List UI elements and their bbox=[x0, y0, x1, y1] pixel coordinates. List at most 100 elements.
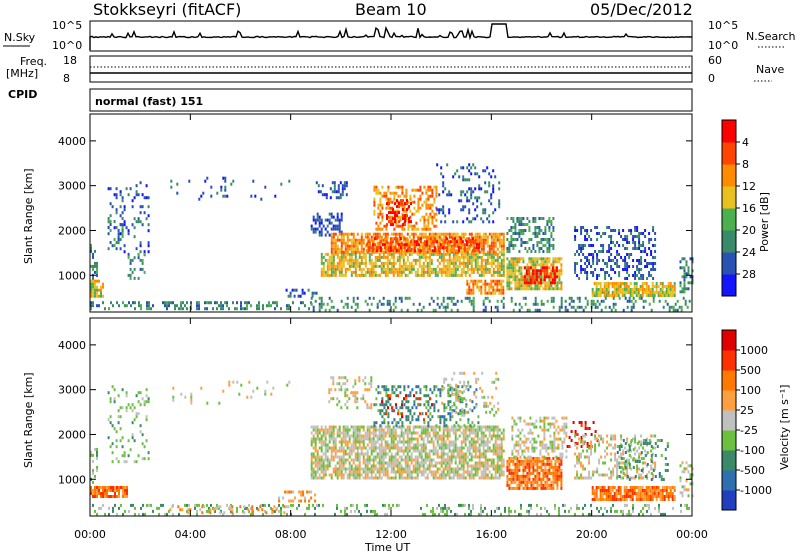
data-cell bbox=[546, 250, 549, 253]
data-cell bbox=[137, 256, 140, 260]
data-cell bbox=[456, 220, 459, 224]
data-cell bbox=[500, 285, 503, 289]
data-cell bbox=[500, 291, 503, 295]
data-cell bbox=[640, 277, 643, 280]
data-cell bbox=[446, 261, 449, 265]
data-cell bbox=[464, 232, 467, 236]
data-cell bbox=[680, 503, 682, 507]
data-cell bbox=[312, 440, 315, 444]
data-cell bbox=[399, 243, 402, 247]
data-cell bbox=[108, 506, 110, 510]
data-cell bbox=[496, 238, 499, 242]
data-cell bbox=[350, 452, 353, 456]
data-cell bbox=[420, 455, 423, 459]
data-cell bbox=[376, 476, 379, 480]
data-cell bbox=[649, 288, 652, 291]
data-cell bbox=[498, 264, 501, 268]
data-cell bbox=[406, 264, 409, 268]
data-cell bbox=[631, 288, 634, 291]
data-cell bbox=[102, 489, 104, 492]
data-cell bbox=[311, 291, 314, 295]
data-cell bbox=[348, 470, 351, 474]
data-cell bbox=[514, 509, 516, 513]
data-cell bbox=[574, 308, 577, 312]
data-cell bbox=[364, 476, 367, 480]
data-cell bbox=[96, 264, 98, 268]
data-cell bbox=[354, 464, 357, 468]
data-cell bbox=[390, 270, 393, 274]
data-cell bbox=[502, 250, 505, 254]
data-cell bbox=[404, 440, 407, 444]
data-cell bbox=[640, 232, 643, 235]
data-cell bbox=[427, 221, 430, 225]
data-cell bbox=[510, 275, 513, 279]
data-cell bbox=[388, 434, 391, 438]
data-cell bbox=[610, 235, 613, 238]
data-cell bbox=[104, 489, 106, 492]
data-cell bbox=[681, 257, 684, 261]
data-cell bbox=[448, 255, 451, 259]
data-cell bbox=[478, 187, 481, 191]
data-cell bbox=[308, 490, 311, 494]
data-cell bbox=[386, 446, 389, 450]
data-cell bbox=[458, 255, 461, 259]
data-cell bbox=[418, 443, 421, 447]
data-cell bbox=[472, 202, 475, 206]
data-cell bbox=[494, 279, 497, 283]
data-cell bbox=[108, 489, 110, 492]
data-cell bbox=[110, 495, 112, 498]
data-cell bbox=[530, 506, 532, 510]
data-cell bbox=[496, 285, 499, 289]
data-cell bbox=[547, 275, 550, 279]
data-cell bbox=[376, 467, 379, 471]
data-cell bbox=[627, 288, 630, 291]
data-cell bbox=[452, 264, 455, 268]
data-cell bbox=[596, 305, 599, 309]
data-cell bbox=[538, 308, 541, 312]
data-cell bbox=[634, 241, 637, 244]
data-cell bbox=[98, 492, 100, 495]
data-cell bbox=[420, 461, 423, 465]
data-cell bbox=[214, 301, 216, 305]
data-cell bbox=[364, 261, 367, 265]
data-cell bbox=[348, 446, 351, 450]
data-cell bbox=[432, 449, 435, 453]
data-cell bbox=[94, 495, 96, 498]
data-cell bbox=[448, 296, 451, 300]
data-cell bbox=[96, 285, 98, 289]
data-cell bbox=[608, 247, 611, 250]
data-cell bbox=[490, 244, 493, 248]
data-cell bbox=[438, 241, 441, 245]
data-cell bbox=[466, 434, 469, 438]
data-cell bbox=[635, 288, 638, 291]
data-cell bbox=[329, 196, 332, 200]
data-cell bbox=[344, 461, 347, 465]
data-cell bbox=[118, 486, 120, 489]
data-cell bbox=[641, 291, 644, 294]
data-cell bbox=[247, 508, 250, 512]
data-cell bbox=[644, 235, 647, 238]
data-cell bbox=[560, 281, 563, 285]
data-cell bbox=[356, 434, 359, 438]
data-cell bbox=[370, 238, 373, 242]
data-cell bbox=[352, 476, 355, 480]
data-cell bbox=[94, 249, 96, 253]
data-cell bbox=[592, 274, 595, 277]
data-cell bbox=[441, 243, 444, 247]
data-cell bbox=[504, 506, 506, 510]
data-cell bbox=[542, 232, 545, 235]
data-cell bbox=[376, 452, 379, 456]
data-cell bbox=[344, 425, 347, 429]
data-cell bbox=[448, 458, 451, 462]
data-cell bbox=[490, 202, 493, 206]
data-cell bbox=[330, 261, 333, 265]
data-cell bbox=[486, 258, 489, 262]
data-cell bbox=[628, 299, 631, 303]
data-cell bbox=[152, 304, 154, 308]
data-cell bbox=[356, 431, 359, 435]
data-cell bbox=[624, 277, 627, 280]
nsearch-label: N.Search bbox=[746, 30, 796, 43]
data-cell bbox=[388, 431, 391, 435]
data-cell bbox=[399, 224, 402, 228]
data-cell bbox=[528, 512, 530, 516]
